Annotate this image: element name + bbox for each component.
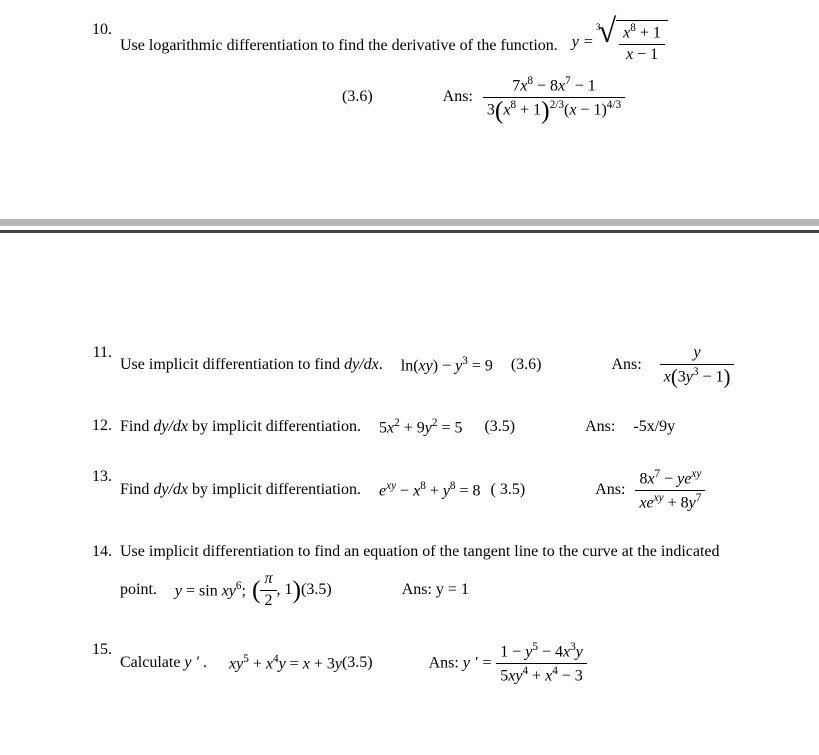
problem-body: Find dy/dx by implicit differentiation. … — [120, 467, 739, 514]
eq-lhs: y = — [572, 34, 594, 51]
radical-icon: 3 √ — [598, 20, 616, 66]
section-ref: (3.6) — [511, 355, 542, 376]
section-ref: (3.6) — [342, 87, 373, 108]
answer-fraction: 8x7 − yexy xexy + 8y7 — [635, 467, 705, 514]
answer-fraction: 7x8 − 8x7 − 1 3(x8 + 1)2/3(x − 1)4/3 — [483, 74, 625, 121]
answer: Ans: y ′ = 1 − y5 − 4x3y 5xy4 + x4 − 3 — [429, 640, 587, 687]
problem-body: Use implicit differentiation to find an … — [120, 542, 739, 611]
point: (π2, 1) — [252, 569, 301, 612]
problem-equation: exy − x8 + y8 = 8 — [379, 479, 481, 502]
problem-text: Use logarithmic differentiation to find … — [120, 20, 558, 57]
problem-text: Find dy/dx by implicit differentiation. — [120, 417, 361, 438]
problem-body: Use implicit differentiation to find dy/… — [120, 343, 739, 388]
page-bottom-section: 11. Use implicit differentiation to find… — [0, 233, 819, 755]
answer-label: Ans: — [443, 87, 473, 108]
problem-text: Use implicit differentiation to find an … — [120, 542, 739, 563]
problem-text: Calculate y ′ . — [120, 653, 207, 674]
problem-text: Find dy/dx by implicit differentiation. — [120, 480, 361, 501]
answer-value: -5x/9y — [633, 417, 675, 438]
problem-13: 13. Find dy/dx by implicit differentiati… — [80, 467, 739, 514]
root-index: 3 — [596, 22, 601, 34]
page-top-section: 10. Use logarithmic differentiation to f… — [0, 0, 819, 219]
cube-root: 3 √ x8 + 1 x − 1 — [598, 20, 668, 66]
problem-12: 12. Find dy/dx by implicit differentiati… — [80, 416, 739, 439]
problem-10: 10. Use logarithmic differentiation to f… — [80, 20, 739, 121]
answer-label: Ans: — [585, 417, 615, 438]
problem-number: 14. — [80, 542, 120, 563]
problem-text: Use implicit differentiation to find dy/… — [120, 355, 383, 376]
answer-fraction: y x(3y3 − 1) — [660, 343, 735, 388]
answer-label: Ans: — [612, 355, 642, 376]
section-ref: ( 3.5) — [491, 480, 526, 501]
problem-body: Calculate y ′ . xy5 + x4y = x + 3y (3.5)… — [120, 640, 739, 687]
problem-answer-line: (3.6) Ans: 7x8 − 8x7 − 1 3(x8 + 1)2/3(x … — [120, 74, 739, 121]
problem-15: 15. Calculate y ′ . xy5 + x4y = x + 3y (… — [80, 640, 739, 687]
answer: Ans: y = 1 — [402, 580, 469, 601]
problem-number: 13. — [80, 467, 120, 488]
problem-equation: xy5 + x4y = x + 3y — [229, 652, 342, 675]
section-ref: (3.5) — [342, 653, 373, 674]
problem-equation: ln(xy) − y3 = 9 — [401, 354, 493, 377]
problem-equation: 5x2 + 9y2 = 5 — [379, 416, 462, 439]
problem-number: 12. — [80, 416, 120, 437]
problem-14: 14. Use implicit differentiation to find… — [80, 542, 739, 611]
problem-body: Find dy/dx by implicit differentiation. … — [120, 416, 739, 439]
section-ref: (3.5) — [301, 580, 332, 601]
problem-text-cont: point. — [120, 580, 157, 601]
problem-11: 11. Use implicit differentiation to find… — [80, 343, 739, 388]
page-separator-top — [0, 219, 819, 226]
section-ref: (3.5) — [484, 417, 515, 438]
problem-body: Use logarithmic differentiation to find … — [120, 20, 739, 121]
problem-equation: y = 3 √ x8 + 1 x − 1 — [572, 20, 668, 66]
answer-label: Ans: — [595, 480, 625, 501]
problem-number: 10. — [80, 20, 120, 41]
problem-number: 15. — [80, 640, 120, 661]
page: 10. Use logarithmic differentiation to f… — [0, 0, 819, 755]
problem-equation: y = sin xy6; — [175, 579, 246, 602]
problem-number: 11. — [80, 343, 120, 364]
